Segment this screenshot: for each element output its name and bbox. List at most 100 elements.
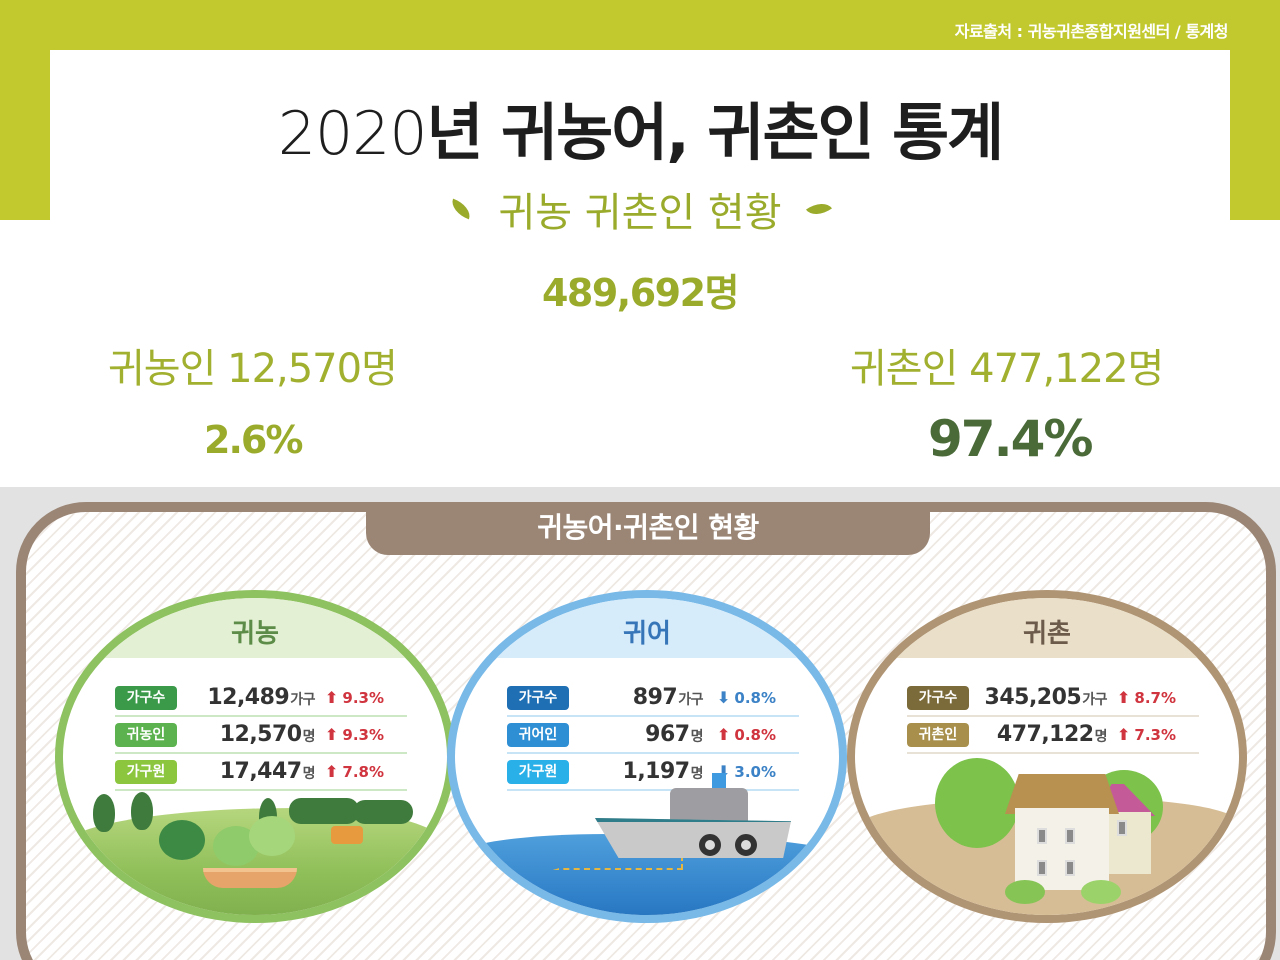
arrow-up-icon: ⬆: [325, 761, 339, 781]
stats-list: 가구수 12,489가구 ⬆ 9.3% 귀농인 12,570명 ⬆ 9.3% 가구원…: [115, 680, 407, 791]
top-lime-band: [0, 0, 1280, 50]
circle-title: 귀촌: [855, 598, 1239, 658]
farming-circle: 귀농 가구수 12,489가구 ⬆ 9.3% 귀농인 12,570명 ⬆ 9.3% …: [55, 590, 455, 923]
change-percent: 7.8%: [342, 762, 385, 781]
change-percent: 0.8%: [734, 725, 777, 744]
value-unit: 명: [302, 766, 316, 782]
stat-row: 가구수 897가구 ⬇ 0.8%: [507, 680, 799, 717]
stat-change: ⬆ 9.3%: [325, 726, 407, 744]
stat-value: 477,122명: [969, 722, 1117, 747]
value-number: 477,122: [996, 722, 1094, 747]
right-lime-bar: [1230, 0, 1280, 220]
shrub-icon: [1081, 880, 1121, 904]
section-subtitle: 귀농 귀촌인 현황: [0, 180, 1280, 238]
stat-badge: 가구수: [507, 685, 569, 710]
stat-badge: 가구원: [507, 759, 569, 784]
arrow-down-icon: ⬇: [717, 687, 731, 707]
value-number: 12,570: [219, 722, 302, 747]
page-title: 2020년 귀농어, 귀촌인 통계: [0, 82, 1280, 172]
stats-list: 가구수 345,205가구 ⬆ 8.7% 귀촌인 477,122명 ⬆ 7.3%: [907, 680, 1199, 754]
rural-circle: 귀촌 가구수 345,205가구 ⬆ 8.7% 귀촌인 477,122명 ⬆ 7.3…: [847, 590, 1247, 923]
stat-change: ⬆ 8.7%: [1117, 689, 1199, 707]
value-number: 12,489: [207, 685, 290, 710]
stats-list: 가구수 897가구 ⬇ 0.8% 귀어인 967명 ⬆ 0.8% 가구원 1,197…: [507, 680, 799, 791]
window-icon: [1037, 860, 1047, 876]
vegetable-bowl-icon: [203, 868, 297, 888]
shrub-icon: [1005, 880, 1045, 904]
stat-badge: 가구수: [115, 685, 177, 710]
house-roof-icon: [1005, 774, 1119, 814]
fishing-circle: 귀어 가구수 897가구 ⬇ 0.8% 귀어인 967명 ⬆ 0.8% 가구원 1,…: [447, 590, 847, 923]
stat-value: 12,570명: [177, 722, 325, 747]
cow-icon: [331, 826, 363, 844]
subtitle-text: 귀농 귀촌인 현황: [498, 190, 782, 236]
farm-returnee-count: 귀농인 12,570명: [108, 346, 398, 392]
stat-row: 귀촌인 477,122명 ⬆ 7.3%: [907, 717, 1199, 754]
stat-change: ⬆ 0.8%: [717, 726, 799, 744]
source-credit: 자료출처 : 귀농귀촌종합지원센터 / 통계청: [954, 22, 1229, 41]
stat-value: 1,197명: [569, 759, 717, 784]
boat-funnel-icon: [712, 773, 726, 789]
value-unit: 명: [690, 766, 704, 782]
tree-icon: [131, 792, 153, 830]
window-icon: [1065, 860, 1075, 876]
title-text: 년 귀농어, 귀촌인 통계: [426, 96, 1005, 169]
leaf-icon: [448, 198, 475, 220]
rural-returnee-percent: 97.4%: [928, 410, 1093, 468]
window-icon: [1037, 828, 1047, 844]
change-percent: 9.3%: [342, 725, 385, 744]
value-number: 17,447: [219, 759, 302, 784]
change-percent: 9.3%: [342, 688, 385, 707]
total-count: 489,692명: [541, 271, 740, 315]
leaf-icon: [805, 196, 832, 222]
boat-tyre-icon: [699, 834, 721, 856]
arrow-up-icon: ⬆: [1117, 687, 1131, 707]
window-icon: [1065, 828, 1075, 844]
vegetable-icon: [249, 816, 295, 856]
change-percent: 0.8%: [734, 688, 777, 707]
fishing-boat-icon: [595, 818, 791, 858]
change-percent: 7.3%: [1134, 725, 1177, 744]
arrow-up-icon: ⬆: [717, 724, 731, 744]
stat-badge: 귀어인: [507, 722, 569, 747]
stat-badge: 가구수: [907, 685, 969, 710]
rural-returnee-count: 귀촌인 477,122명: [850, 346, 1164, 392]
value-unit: 가구: [678, 692, 703, 708]
stat-value: 897가구: [569, 685, 717, 710]
stat-change: ⬆ 9.3%: [325, 689, 407, 707]
arrow-up-icon: ⬆: [325, 724, 339, 744]
tree-icon: [935, 758, 1019, 848]
farm-returnee-percent: 2.6%: [204, 418, 303, 462]
stat-row: 가구원 1,197명 ⬇ 3.0%: [507, 754, 799, 791]
panel-title-tab: 귀농어·귀촌인 현황: [366, 502, 930, 555]
tree-icon: [93, 794, 115, 832]
boat-tyre-icon: [735, 834, 757, 856]
value-number: 967: [645, 722, 690, 747]
change-percent: 3.0%: [734, 762, 777, 781]
tree-line-icon: [353, 800, 413, 824]
value-number: 1,197: [622, 759, 691, 784]
stat-value: 967명: [569, 722, 717, 747]
house-icon: [1015, 808, 1109, 890]
stat-value: 345,205가구: [969, 685, 1117, 710]
stat-row: 가구수 12,489가구 ⬆ 9.3%: [115, 680, 407, 717]
stat-row: 가구원 17,447명 ⬆ 7.8%: [115, 754, 407, 791]
stat-badge: 귀농인: [115, 722, 177, 747]
left-lime-bar: [0, 0, 50, 220]
value-unit: 가구: [1082, 692, 1107, 708]
stat-row: 귀어인 967명 ⬆ 0.8%: [507, 717, 799, 754]
stat-value: 17,447명: [177, 759, 325, 784]
stat-change: ⬇ 3.0%: [717, 763, 799, 781]
value-unit: 가구: [290, 692, 315, 708]
tree-line-icon: [289, 798, 359, 824]
value-number: 345,205: [984, 685, 1082, 710]
boat-cabin-icon: [670, 788, 748, 824]
value-unit: 명: [1094, 729, 1108, 745]
arrow-up-icon: ⬆: [1117, 724, 1131, 744]
stat-value: 12,489가구: [177, 685, 325, 710]
stat-change: ⬆ 7.8%: [325, 763, 407, 781]
arrow-up-icon: ⬆: [325, 687, 339, 707]
stat-change: ⬆ 7.3%: [1117, 726, 1199, 744]
stat-change: ⬇ 0.8%: [717, 689, 799, 707]
